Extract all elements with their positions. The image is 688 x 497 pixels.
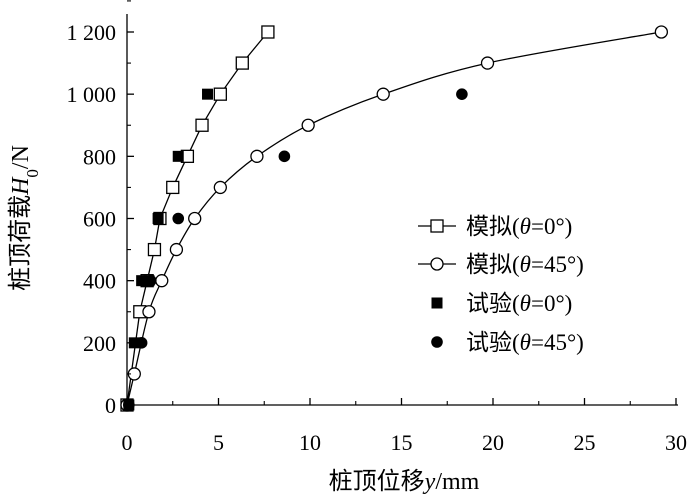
- data-point: [155, 274, 169, 288]
- x-axis-title-part: y: [423, 469, 436, 495]
- data-point: [188, 211, 202, 226]
- y-tick-label: 0: [105, 393, 116, 418]
- data-point: [195, 118, 209, 132]
- x-tick-label: 5: [213, 430, 224, 455]
- data-point: [172, 150, 184, 162]
- data-point: [136, 275, 148, 287]
- legend-label: 试验(θ=45°): [466, 330, 584, 355]
- x-tick-label: 20: [482, 430, 504, 455]
- x-axis-title-part: /mm: [435, 469, 479, 495]
- y-tick-label: 1 000: [67, 82, 117, 107]
- axes: 0 5 10 15 20 25 30 0 200 400 600 800 1 000 1 200: [67, 0, 687, 455]
- data-point: [169, 242, 184, 257]
- y-axis-title-part: 0: [23, 169, 42, 178]
- legend-label-part: =0°): [531, 291, 572, 316]
- y-axis-title-part: 桩顶荷载: [7, 195, 34, 291]
- data-point: [172, 212, 185, 225]
- legend-label-part: 试验(: [466, 291, 520, 316]
- data-point: [142, 305, 156, 319]
- x-axis-title-part: 桩顶位移: [329, 468, 425, 495]
- y-axis-title-part: H: [8, 176, 34, 196]
- y-tick-label: 1 200: [67, 20, 117, 45]
- data-point: [166, 180, 180, 195]
- data-point: [456, 88, 468, 100]
- series-layer: [120, 25, 669, 412]
- data-point: [213, 87, 227, 101]
- x-axis-title: 桩顶位移y/mm: [329, 468, 480, 495]
- data-point: [376, 87, 390, 101]
- data-point: [480, 56, 495, 70]
- data-point: [250, 149, 264, 163]
- legend-marker: [431, 297, 443, 309]
- legend-item: 试验(θ=45°): [431, 330, 584, 355]
- legend-label: 模拟(θ=45°): [466, 252, 584, 277]
- data-point: [144, 274, 157, 287]
- data-point: [301, 118, 315, 132]
- legend-label-part: θ: [520, 252, 531, 277]
- data-point: [235, 56, 249, 70]
- data-point: [128, 337, 140, 349]
- legend-label-part: θ: [520, 330, 531, 355]
- series-4: [123, 88, 468, 411]
- data-point: [213, 180, 227, 195]
- y-axis-title-part: /N: [8, 145, 34, 169]
- data-point: [261, 25, 275, 39]
- legend-item: 试验(θ=0°): [431, 291, 572, 316]
- y-tick-label: 800: [83, 144, 116, 169]
- x-tick-label: 0: [122, 430, 133, 455]
- data-point: [135, 337, 148, 349]
- y-axis-title: 桩顶荷载H0/N: [7, 145, 42, 291]
- y-tick-label: 400: [83, 269, 116, 294]
- legend-label: 试验(θ=0°): [466, 291, 572, 316]
- y-tick-label: 600: [83, 207, 116, 232]
- legend-label-part: =45°): [531, 330, 584, 355]
- x-tick-label: 15: [391, 430, 413, 455]
- legend-marker: [431, 336, 443, 348]
- data-point: [147, 242, 162, 257]
- legend-item: 模拟(θ=45°): [418, 252, 584, 277]
- data-point: [278, 150, 291, 163]
- legend: 模拟(θ=0°)模拟(θ=45°)试验(θ=0°)试验(θ=45°): [418, 214, 584, 355]
- legend-label-part: 模拟(: [466, 214, 520, 239]
- legend-label-part: 试验(: [466, 330, 520, 355]
- legend-label-part: θ: [520, 291, 531, 316]
- legend-label-part: θ: [520, 214, 531, 239]
- data-point: [654, 25, 669, 39]
- legend-item: 模拟(θ=0°): [418, 214, 572, 239]
- legend-label: 模拟(θ=0°): [466, 214, 572, 239]
- x-tick-label: 10: [299, 430, 321, 455]
- x-tick-label: 25: [574, 430, 596, 455]
- x-tick-label: 30: [665, 430, 687, 455]
- y-tick-label: 200: [83, 331, 116, 356]
- legend-label-part: =45°): [531, 252, 584, 277]
- legend-label-part: 模拟(: [466, 252, 520, 277]
- legend-marker: [430, 257, 444, 271]
- data-point: [152, 213, 164, 224]
- data-point: [202, 88, 214, 100]
- legend-label-part: =0°): [531, 214, 572, 239]
- legend-marker: [430, 219, 444, 233]
- series-2: [120, 25, 669, 412]
